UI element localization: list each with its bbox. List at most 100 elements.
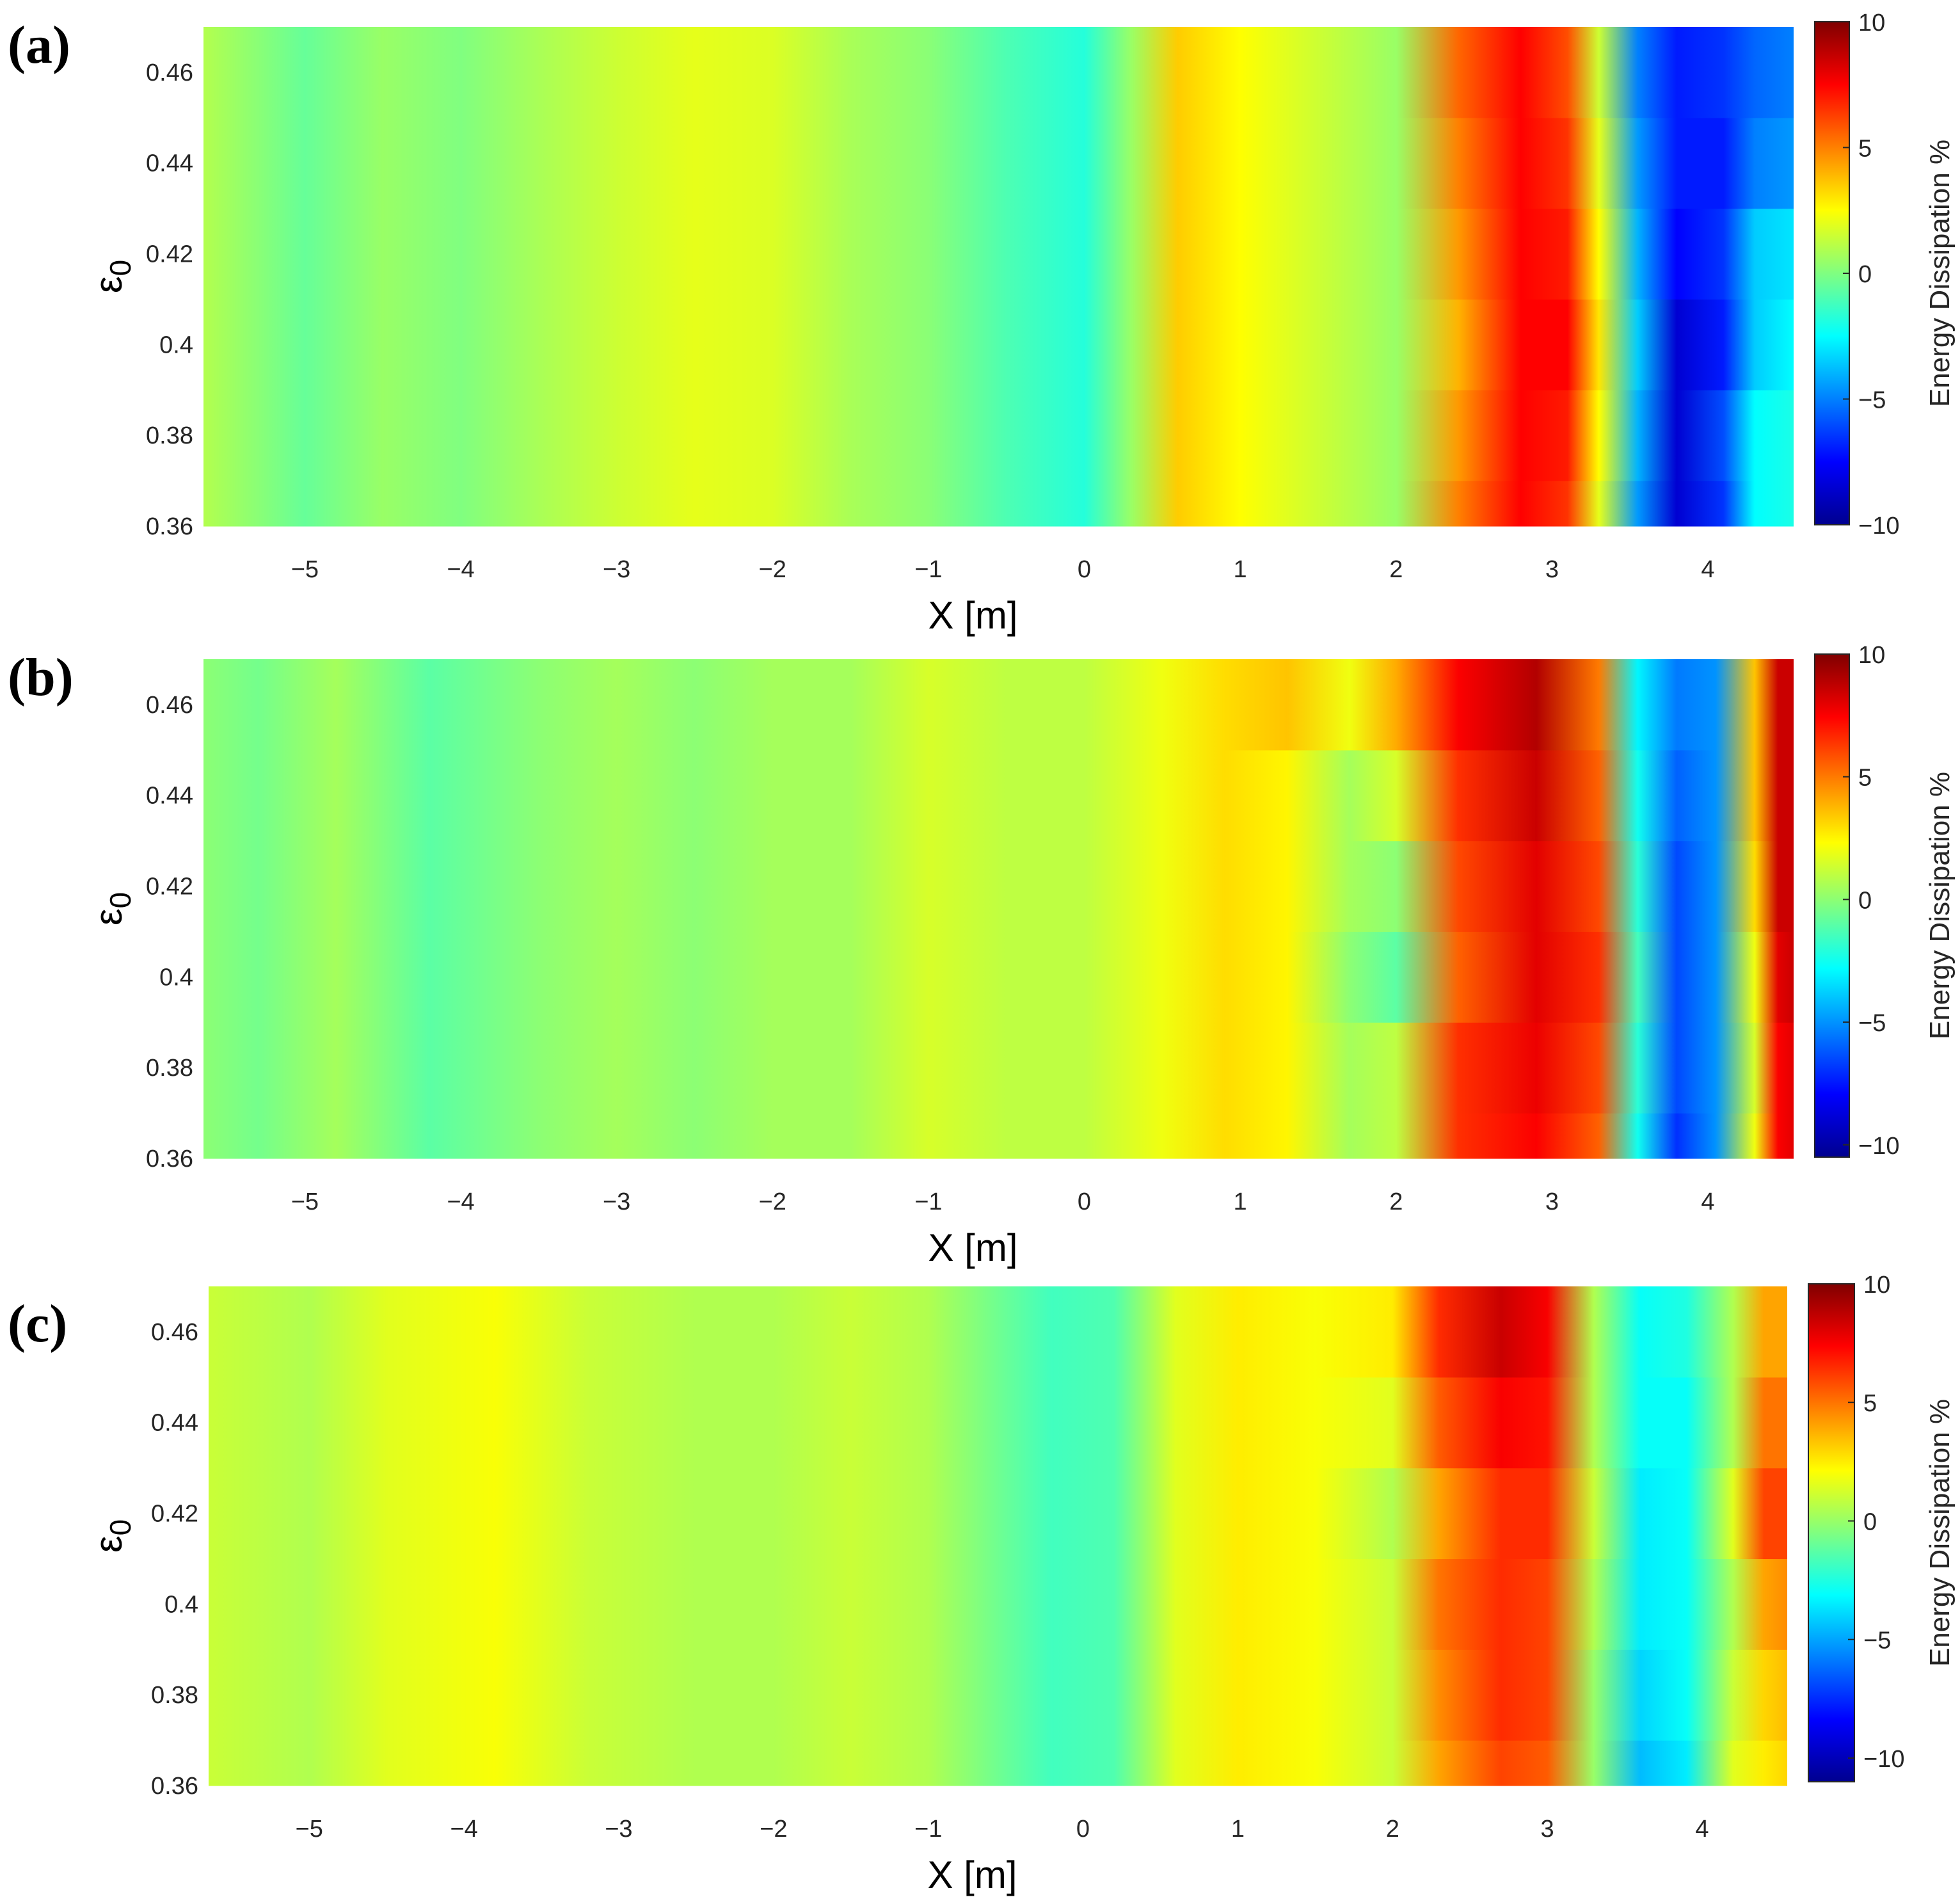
x-tick-label: −4 [447, 1188, 474, 1215]
heatmap-band [203, 682, 1794, 751]
heatmap-band [203, 27, 1794, 51]
x-tick-label: 0 [1078, 556, 1091, 583]
y-tick-label: 0.38 [151, 1682, 198, 1709]
heatmap-band [203, 1022, 1794, 1114]
colorbar-tick-label: −10 [1863, 1746, 1904, 1773]
colorbar-label: Energy Dissipation % [1924, 140, 1956, 407]
x-tick-label: 3 [1545, 556, 1559, 583]
heatmap-band [203, 208, 1794, 300]
colorbar-label: Energy Dissipation % [1924, 1399, 1956, 1667]
y-tick-label: 0.36 [146, 1146, 193, 1172]
colorbar: −10 −5 0 5 10 Energy Dissipation % [1814, 642, 1956, 1160]
colorbar-tick-label: 10 [1863, 1272, 1890, 1299]
x-tick-label: 3 [1545, 1188, 1559, 1215]
colorbar-tick-label: −5 [1863, 1628, 1891, 1654]
y-axis-label: ε0 [87, 1519, 137, 1553]
heatmap-panel-0: −5 −4 −3 −2 −1 0 1 2 3 40.360.380.40.420.440.46X … [8, 10, 1956, 637]
colorbar-tick-label: 5 [1863, 1390, 1877, 1417]
colorbar-tick-label: 10 [1858, 642, 1885, 669]
y-tick-label: 0.42 [146, 874, 193, 900]
x-tick-label: 4 [1701, 1188, 1714, 1215]
y-tick-label: 0.46 [146, 692, 193, 719]
y-tick-label: 0.36 [151, 1773, 198, 1800]
x-tick-label: −4 [450, 1816, 477, 1843]
colorbar-tick-label: −10 [1858, 513, 1899, 540]
x-tick-label: 0 [1078, 1188, 1091, 1215]
heatmap-band [209, 1649, 1787, 1741]
x-tick-label: 1 [1234, 1188, 1247, 1215]
x-tick-label: −1 [914, 1816, 942, 1843]
x-tick-label: 4 [1701, 556, 1714, 583]
y-axis-label: ε0 [87, 892, 137, 925]
heatmap-band [209, 1377, 1787, 1469]
heatmap-panel-2: −5 −4 −3 −2 −1 0 1 2 3 40.360.380.40.420.440.46X … [8, 1272, 1956, 1896]
x-tick-label: −5 [296, 1816, 323, 1843]
heatmap-band [203, 659, 1794, 683]
colorbar-tick-label: 0 [1863, 1509, 1877, 1536]
y-tick-label: 0.38 [146, 422, 193, 449]
colorbar-tick-label: −5 [1858, 1010, 1886, 1037]
x-tick-label: −1 [914, 1188, 942, 1215]
heatmap-band [209, 1558, 1787, 1650]
colorbar-tick-label: 10 [1858, 10, 1885, 36]
heatmap-band [203, 299, 1794, 390]
y-tick-label: 0.44 [146, 150, 193, 177]
colorbar: −10 −5 0 5 10 Energy Dissipation % [1814, 10, 1956, 540]
x-tick-label: 1 [1234, 556, 1247, 583]
x-tick-label: 4 [1695, 1816, 1709, 1843]
colorbar: −10 −5 0 5 10 Energy Dissipation % [1808, 1272, 1956, 1782]
colorbar-scale [1808, 1283, 1855, 1782]
y-tick-label: 0.46 [146, 60, 193, 86]
x-axis-label: X [m] [928, 1226, 1017, 1269]
x-tick-label: 2 [1386, 1816, 1399, 1843]
panel-label: (c) [8, 1294, 67, 1354]
heatmap-band [209, 1468, 1787, 1560]
colorbar-tick-label: 0 [1858, 261, 1872, 288]
heatmap-band [203, 1113, 1794, 1159]
x-tick-label: 3 [1541, 1816, 1554, 1843]
colorbar-tick-label: −5 [1858, 387, 1886, 414]
heatmap-band [203, 481, 1794, 527]
x-tick-label: −1 [914, 556, 942, 583]
colorbar-label: Energy Dissipation % [1924, 772, 1956, 1039]
y-tick-label: 0.44 [151, 1410, 198, 1437]
x-tick-label: 0 [1076, 1816, 1090, 1843]
heatmap-band [203, 840, 1794, 932]
x-tick-label: −3 [603, 1188, 630, 1215]
x-tick-label: −3 [605, 1816, 632, 1843]
x-tick-label: −2 [760, 1816, 787, 1843]
y-tick-label: 0.42 [146, 241, 193, 268]
y-tick-label: 0.4 [164, 1591, 198, 1618]
colorbar-tick-label: 5 [1858, 765, 1872, 792]
heatmap-band [209, 1286, 1787, 1310]
y-tick-label: 0.4 [159, 964, 193, 991]
y-tick-label: 0.4 [159, 332, 193, 358]
x-tick-label: −5 [291, 1188, 319, 1215]
x-tick-label: 2 [1389, 1188, 1403, 1215]
x-axis-label: X [m] [928, 594, 1017, 637]
x-tick-label: 1 [1231, 1816, 1245, 1843]
x-tick-label: −2 [759, 1188, 786, 1215]
heatmap-band [209, 1740, 1787, 1786]
x-tick-label: 2 [1389, 556, 1403, 583]
x-tick-label: −2 [759, 556, 786, 583]
heatmap-band [203, 117, 1794, 209]
x-axis-label: X [m] [927, 1853, 1017, 1896]
panel-label: (b) [8, 648, 74, 707]
x-tick-label: −4 [447, 556, 474, 583]
colorbar-tick-label: 0 [1858, 887, 1872, 914]
colorbar-tick-label: 5 [1858, 136, 1872, 163]
panel-label: (a) [8, 15, 70, 75]
x-tick-label: −3 [603, 556, 630, 583]
y-tick-label: 0.38 [146, 1055, 193, 1082]
y-tick-label: 0.46 [151, 1319, 198, 1346]
y-tick-label: 0.44 [146, 783, 193, 810]
x-tick-label: −5 [291, 556, 319, 583]
y-tick-label: 0.42 [151, 1501, 198, 1528]
heatmap-band [203, 390, 1794, 481]
heatmap-band [203, 49, 1794, 118]
heatmap-band [203, 931, 1794, 1023]
colorbar-scale [1814, 653, 1850, 1158]
y-tick-label: 0.36 [146, 513, 193, 540]
